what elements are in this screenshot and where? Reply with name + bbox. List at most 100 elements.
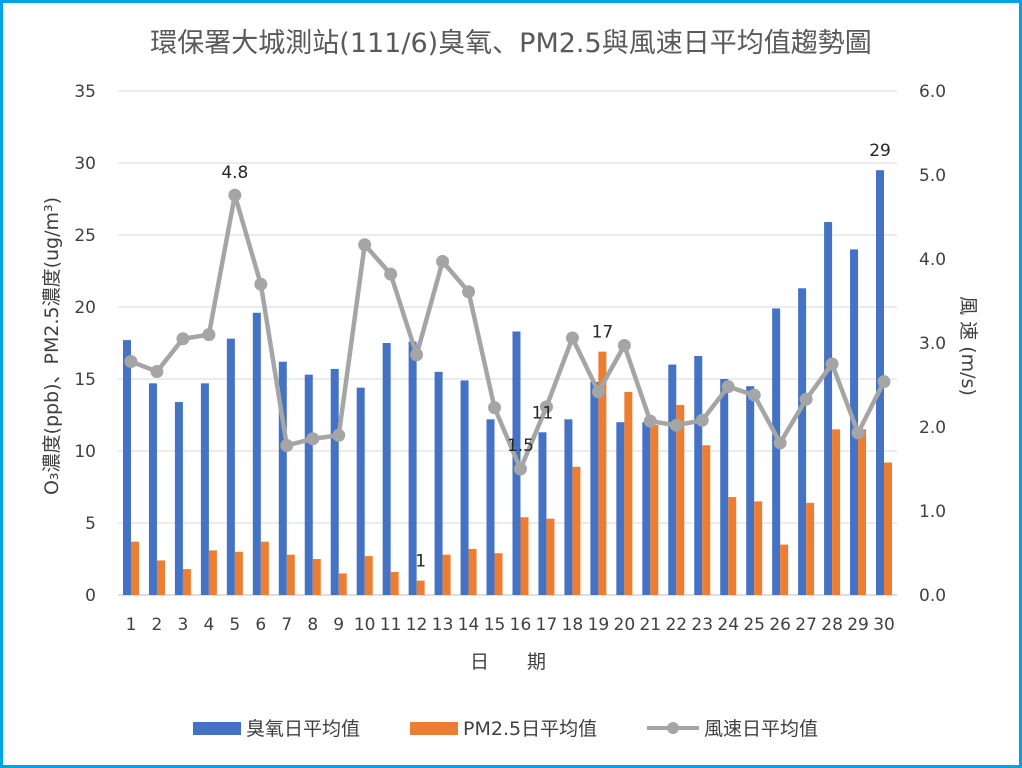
wind-marker [228, 188, 242, 202]
x-tick-label: 28 [821, 615, 843, 635]
pm25-bar [624, 391, 633, 595]
wind-marker [825, 357, 839, 371]
pm25-bar [494, 553, 503, 595]
ozone-bar [200, 383, 209, 595]
x-axis-title: 日 期 [470, 651, 546, 673]
ozone-bar [590, 381, 599, 595]
ozone-bar [824, 222, 833, 596]
pm25-bar [546, 518, 555, 595]
x-tick-label: 5 [229, 615, 240, 635]
wind-marker [176, 332, 190, 346]
ozone-bar [356, 387, 365, 595]
x-tick-label: 15 [484, 615, 506, 635]
left-tick-label: 35 [74, 82, 96, 102]
gridlines [118, 90, 897, 596]
right-tick-label: 5.0 [919, 166, 946, 186]
data-annotation: 29 [869, 141, 891, 161]
x-tick-label: 24 [717, 615, 739, 635]
right-tick-label: 3.0 [919, 334, 946, 354]
x-tick-label: 2 [152, 615, 163, 635]
wind-marker [202, 328, 216, 342]
ozone-bar [330, 368, 339, 595]
wind-marker [617, 339, 631, 353]
x-tick-label: 29 [847, 615, 869, 635]
pm25-bar [598, 351, 607, 595]
wind-marker [877, 375, 891, 389]
x-tick-label: 23 [691, 615, 713, 635]
pm25-bar [442, 554, 451, 595]
ozone-bar [798, 288, 807, 595]
pm25-bar [130, 541, 139, 595]
right-tick-label: 2.0 [919, 418, 946, 438]
left-tick-label: 0 [85, 586, 96, 606]
right-axis-ticks: 0.0 1.0 2.0 3.0 4.0 5.0 6.0 [919, 82, 946, 606]
right-tick-label: 1.0 [919, 502, 946, 522]
x-axis-ticks: 1 2 3 4 5 6 7 8 9 10 11 12 13 14 15 16 17 18 19 20 21 22 23 24 2… [126, 615, 895, 635]
wind-marker [643, 414, 657, 428]
x-tick-label: 17 [536, 615, 558, 635]
ozone-bar [434, 371, 443, 595]
wind-line-group [124, 188, 891, 476]
left-tick-label: 10 [74, 442, 96, 462]
ozone-bar [174, 402, 183, 595]
wind-line [130, 192, 887, 472]
wind-marker [462, 285, 476, 299]
pm25-bar [650, 425, 659, 595]
right-tick-label: 0.0 [919, 586, 946, 606]
x-tick-label: 10 [354, 615, 376, 635]
x-tick-label: 14 [458, 615, 480, 635]
pm25-bar [858, 429, 867, 595]
wind-marker [747, 388, 761, 402]
left-tick-label: 20 [74, 298, 96, 318]
x-tick-label: 12 [406, 615, 428, 635]
legend: 臭氧日平均值 PM2.5日平均值 風速日平均值 [193, 718, 818, 740]
pm25-bar [884, 462, 893, 595]
x-tick-label: 16 [510, 615, 532, 635]
wind-marker [669, 418, 683, 432]
ozone-bar [226, 338, 235, 595]
x-tick-label: 27 [795, 615, 817, 635]
pm25-bar [364, 556, 373, 595]
pm25-bar [572, 466, 581, 595]
ozone-bar [460, 380, 469, 595]
wind-marker [773, 436, 787, 450]
x-tick-label: 22 [665, 615, 687, 635]
pm25-bar [286, 554, 295, 595]
wind-marker [254, 277, 268, 291]
wind-marker [358, 238, 372, 252]
wind-marker [280, 438, 294, 452]
left-tick-label: 15 [74, 370, 96, 390]
wind-marker [150, 365, 164, 379]
right-axis-title: 風 速 (m/s) [957, 296, 979, 396]
pm25-bar [520, 517, 529, 595]
wind-marker [124, 354, 138, 368]
pm25-bar [806, 502, 815, 595]
ozone-bar [772, 308, 781, 595]
left-tick-label: 30 [74, 154, 96, 174]
left-axis-title: O₃濃度(ppb)、PM2.5濃度(ug/m³) [41, 197, 63, 495]
ozone-bar [720, 379, 729, 595]
ozone-bar [668, 364, 677, 595]
x-tick-label: 13 [432, 615, 454, 635]
wind-marker [721, 380, 735, 394]
ozone-bar [252, 312, 261, 595]
wind-marker [306, 432, 320, 446]
x-tick-label: 18 [562, 615, 584, 635]
pm25-bar [728, 497, 737, 595]
right-tick-label: 4.0 [919, 250, 946, 270]
pm25-bar [416, 580, 425, 595]
wind-marker [799, 392, 813, 406]
x-tick-label: 9 [333, 615, 344, 635]
pm25-bar [208, 550, 217, 595]
x-tick-label: 21 [639, 615, 661, 635]
ozone-bar [564, 419, 573, 595]
x-tick-label: 1 [126, 615, 137, 635]
wind-marker [565, 331, 579, 345]
data-annotation: 4.8 [221, 163, 248, 183]
ozone-bar [382, 343, 391, 595]
x-tick-label: 19 [588, 615, 610, 635]
bars-group [122, 170, 893, 596]
pm25-bar [338, 573, 347, 595]
wind-marker [695, 413, 709, 427]
